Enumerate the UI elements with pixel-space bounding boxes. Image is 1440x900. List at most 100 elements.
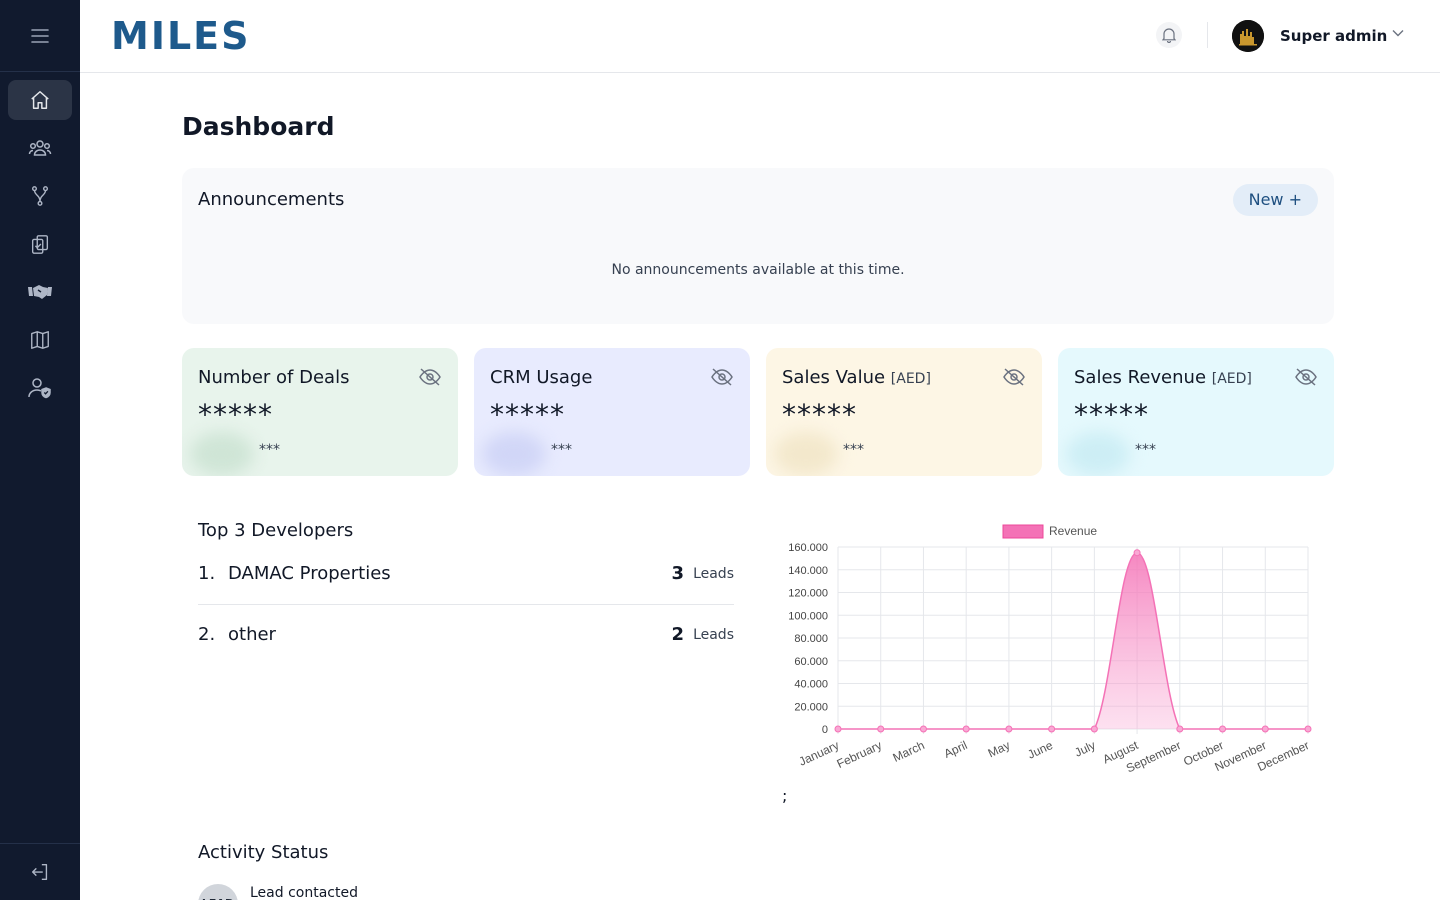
stat-subtext: *** [551, 442, 572, 458]
developer-name: other [228, 624, 276, 645]
clipboard-check-icon [29, 233, 51, 255]
stat-value: ***** [782, 398, 857, 431]
sidebar-item-admin[interactable] [8, 368, 72, 408]
top-developers-card: Top 3 Developers 1. DAMAC Properties 3 L… [182, 500, 750, 824]
row-divider [198, 604, 734, 605]
stat-subtext: *** [259, 442, 280, 458]
x-tick-label: April [942, 738, 970, 761]
x-tick-label: February [835, 738, 884, 771]
x-tick-label: January [797, 738, 842, 769]
top-developers-title: Top 3 Developers [198, 520, 354, 541]
x-tick-label: June [1025, 738, 1055, 762]
stat-subtext: *** [843, 442, 864, 458]
data-point [919, 725, 927, 733]
stat-decoration [482, 432, 546, 476]
developer-rank: 1. [198, 563, 216, 584]
developer-row: 2. other 2 Leads [198, 624, 734, 664]
eye-off-icon[interactable] [710, 367, 734, 387]
user-name[interactable]: Super admin [1280, 27, 1388, 45]
announcements-empty-text: No announcements available at this time. [611, 262, 905, 278]
sidebar-header [0, 0, 80, 72]
developer-lead-unit: Leads [693, 566, 734, 582]
data-point [834, 725, 842, 733]
sidebar-item-home[interactable] [8, 80, 72, 120]
bell-icon [1162, 27, 1176, 43]
new-announcement-button[interactable]: New + [1232, 184, 1318, 216]
stat-decoration [774, 432, 838, 476]
announcements-card: Announcements New + No announcements ava… [182, 168, 1334, 324]
user-avatar[interactable] [1232, 20, 1264, 52]
brand-logo[interactable]: MILES [111, 14, 251, 58]
x-tick-label: March [891, 738, 927, 765]
chart-trailing-text: ; [782, 786, 788, 805]
user-shield-icon [27, 376, 53, 400]
stat-subtext: *** [1135, 442, 1156, 458]
announcements-title: Announcements [198, 189, 345, 210]
data-point [1090, 725, 1098, 733]
stat-value: ***** [490, 398, 565, 431]
sidebar-nav [0, 72, 80, 408]
stat-value: ***** [198, 398, 273, 431]
activity-item-text: Lead contacted [250, 885, 358, 900]
handshake-icon [27, 281, 53, 303]
home-icon [29, 89, 51, 111]
y-tick-label: 0 [822, 724, 828, 736]
activity-status-title: Activity Status [198, 842, 329, 863]
revenue-chart-card: 0 20.000 40.000 60.000 80.000 100.000 120.000 1… [766, 500, 1334, 824]
activity-avatar: LEAD [198, 884, 238, 900]
eye-off-icon[interactable] [1294, 367, 1318, 387]
stat-decoration [1066, 432, 1130, 476]
y-tick-label: 60.000 [794, 656, 828, 668]
y-tick-label: 140.000 [788, 565, 828, 577]
developer-row: 1. DAMAC Properties 3 Leads [198, 563, 734, 603]
y-tick-label: 120.000 [788, 588, 828, 600]
eye-off-icon[interactable] [418, 367, 442, 387]
stat-title: Sales Revenue [AED] [1074, 367, 1252, 388]
users-group-icon [28, 137, 52, 159]
data-point [1219, 725, 1227, 733]
data-point [1005, 725, 1013, 733]
data-point [1176, 725, 1184, 733]
menu-icon[interactable] [31, 28, 49, 43]
header-divider [1207, 22, 1208, 48]
branch-icon [29, 185, 51, 207]
data-point [1261, 725, 1269, 733]
chevron-down-icon[interactable] [1392, 29, 1404, 37]
legend-swatch [1002, 524, 1044, 539]
logout-icon[interactable] [29, 861, 51, 883]
developer-lead-count: 2 [671, 624, 684, 645]
data-point [1048, 725, 1056, 733]
sidebar-item-tasks[interactable] [8, 224, 72, 264]
y-tick-label: 20.000 [794, 701, 828, 713]
stat-card-sales-revenue: Sales Revenue [AED] ***** *** [1058, 348, 1334, 476]
series-area [838, 552, 1308, 729]
stat-title: CRM Usage [490, 367, 593, 388]
developer-name: DAMAC Properties [228, 563, 391, 584]
stat-title: Sales Value [AED] [782, 367, 931, 388]
stat-card-deals: Number of Deals ***** *** [182, 348, 458, 476]
sidebar-item-deals[interactable] [8, 272, 72, 312]
eye-off-icon[interactable] [1002, 367, 1026, 387]
series-line [837, 551, 1308, 730]
sidebar-item-users[interactable] [8, 128, 72, 168]
top-header: MILES Super admin [80, 0, 1440, 73]
y-tick-label: 160.000 [788, 542, 828, 554]
stat-card-crm-usage: CRM Usage ***** *** [474, 348, 750, 476]
y-tick-label: 100.000 [788, 610, 828, 622]
sidebar-item-pipeline[interactable] [8, 176, 72, 216]
sidebar-item-map[interactable] [8, 320, 72, 360]
developer-lead-unit: Leads [693, 627, 734, 643]
map-icon [29, 329, 51, 351]
page-title: Dashboard [182, 112, 335, 141]
x-tick-label: July [1072, 738, 1097, 760]
legend-label: Revenue [1049, 524, 1097, 538]
developer-lead-count: 3 [671, 563, 684, 584]
sidebar-footer [0, 843, 80, 900]
sidebar [0, 0, 80, 900]
stat-card-sales-value: Sales Value [AED] ***** *** [766, 348, 1042, 476]
stat-title: Number of Deals [198, 367, 350, 388]
data-point [962, 725, 970, 733]
notifications-button[interactable] [1156, 22, 1182, 48]
stat-value: ***** [1074, 398, 1149, 431]
stat-decoration [190, 432, 254, 476]
